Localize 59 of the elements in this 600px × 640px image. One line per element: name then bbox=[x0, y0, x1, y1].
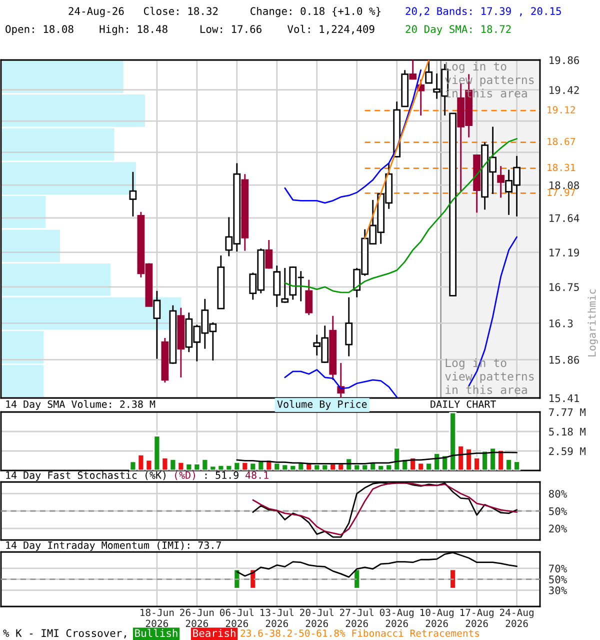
ref-line-label: 18.67 bbox=[548, 138, 576, 146]
y-tick-label: 70% bbox=[549, 564, 567, 572]
y-tick-label: 5.18 M bbox=[549, 428, 586, 436]
text: DAILY CHART bbox=[430, 400, 496, 408]
y-tick-label: 50% bbox=[549, 507, 567, 516]
candlestick bbox=[305, 279, 313, 316]
line-series bbox=[236, 452, 518, 464]
y-tick-label: 7.77 M bbox=[549, 408, 586, 416]
ref-line-label: 17.97 bbox=[548, 188, 576, 196]
y-tick-label: 50% bbox=[549, 576, 567, 584]
x-tick-label: 13-Jul 2026 bbox=[260, 608, 294, 628]
ref-line-label: 19.12 bbox=[548, 106, 575, 114]
text: (%D) bbox=[175, 471, 195, 480]
y-axis-title: Logarithmic bbox=[588, 289, 598, 356]
x-tick-label: 24-Aug 2026 bbox=[500, 608, 534, 628]
ref-line-label: 18.31 bbox=[548, 164, 576, 172]
text: Volume By Price bbox=[277, 400, 367, 410]
x-tick-label: 26-Jun 2026 bbox=[180, 608, 214, 628]
legend-title: % K - IMI Crossover, bbox=[3, 629, 126, 638]
y-tick-label: 30% bbox=[549, 586, 567, 594]
x-tick-label: 20-Jul 2026 bbox=[300, 608, 334, 628]
candlestick bbox=[497, 165, 505, 198]
y-tick-label: 15.41 bbox=[550, 394, 579, 402]
x-tick-label: 18-Jun 2026 bbox=[140, 608, 174, 628]
text: : 51.9 bbox=[205, 471, 238, 479]
y-tick-label: 15.86 bbox=[550, 356, 580, 364]
text: 14 Day SMA Volume: 2.38 M bbox=[6, 400, 156, 410]
text: 48.1 bbox=[246, 471, 268, 479]
x-tick-label: 17-Aug 2026 bbox=[460, 608, 494, 628]
text: 20,2 Bands: 17.39 , 20.15 bbox=[406, 6, 561, 16]
y-tick-label: 20% bbox=[549, 524, 567, 533]
x-tick-label: 06-Jul 2026 bbox=[220, 608, 254, 628]
chart-subtitle: Open: 18.08 High: 18.48 Low: 17.66 Vol: 1,224,409 bbox=[6, 24, 374, 36]
text: 20 Day SMA: 18.72 bbox=[406, 25, 511, 36]
line-series bbox=[284, 138, 518, 294]
x-tick-label: 27-Jul 2026 bbox=[340, 608, 374, 628]
chart-title: 14 Day Intraday Momentum (IMI): 73.7 bbox=[6, 541, 221, 551]
y-tick-label: 17.19 bbox=[550, 248, 579, 256]
candlestick bbox=[265, 239, 273, 270]
text: Bearish bbox=[193, 628, 236, 638]
y-tick-label: 19.86 bbox=[550, 56, 580, 64]
chart-title: 14 Day Fast Stochastic (%K) bbox=[6, 471, 166, 481]
candlestick bbox=[409, 60, 417, 80]
chart-title: 24-Aug-26 Close: 18.32 Change: 0.18 {+1.0 %} bbox=[68, 6, 380, 18]
text: Bullish bbox=[135, 628, 178, 638]
y-tick-label: 2.59 M bbox=[549, 447, 586, 456]
x-tick-label: 10-Aug 2026 bbox=[420, 608, 454, 628]
y-tick-label: 19.42 bbox=[550, 86, 579, 94]
y-tick-label: 80% bbox=[549, 490, 567, 498]
candlestick bbox=[281, 267, 289, 304]
line-series bbox=[284, 69, 422, 204]
y-tick-label: 17.64 bbox=[550, 214, 580, 222]
text: 23.6-38.2-50-61.8% Fibonacci Retracements bbox=[240, 629, 480, 637]
y-tick-label: 16.75 bbox=[550, 283, 579, 292]
x-tick-label: 03-Aug 2026 bbox=[380, 608, 414, 628]
candlestick bbox=[345, 296, 353, 357]
y-tick-label: 16.3 bbox=[550, 319, 573, 328]
y-tick-label: 18.08 bbox=[550, 181, 580, 190]
candlestick bbox=[273, 264, 281, 308]
